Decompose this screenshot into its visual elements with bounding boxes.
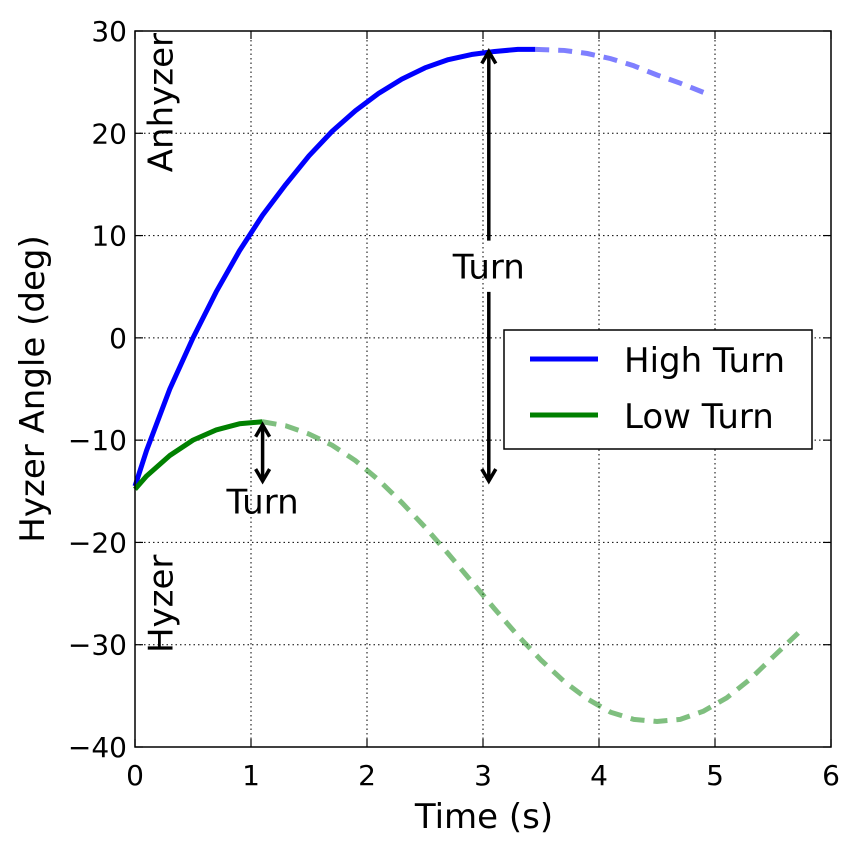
x-tick-label: 2	[358, 759, 376, 792]
y-tick-label: −40	[68, 731, 127, 764]
y-tick-label: 30	[91, 15, 127, 48]
y-tick-label: −20	[68, 526, 127, 559]
annotations: Anhyzer Hyzer Turn Turn	[142, 33, 525, 653]
x-tick-label: 5	[706, 759, 724, 792]
series-low-turn-solid	[133, 419, 263, 491]
series-high-turn-solid	[132, 46, 536, 487]
x-tick-label: 0	[126, 759, 144, 792]
legend-box	[503, 329, 813, 450]
x-tick-label: 1	[242, 759, 260, 792]
x-tick-label: 6	[822, 759, 840, 792]
x-tick-label: 3	[474, 759, 492, 792]
axes: 0 1 2 3 4 5 6 −40 −30 −20 −10 0 10 20 30	[68, 15, 840, 792]
turn-high-arrow-head-up	[480, 47, 498, 65]
y-tick-label: 0	[109, 322, 127, 355]
y-tick-label: −10	[68, 424, 127, 457]
y-tick-label: 20	[91, 117, 127, 150]
series-lines	[132, 46, 804, 724]
grid	[135, 31, 831, 747]
turn-high-arrow-head-down	[480, 468, 498, 485]
y-axis-label: Hyzer Angle (deg)	[13, 235, 53, 542]
legend: High Turn Low Turn	[503, 329, 813, 450]
annotation-turn-low: Turn	[226, 483, 299, 523]
y-tick-label: 10	[91, 220, 127, 253]
series-low-turn-dashed	[262, 419, 804, 724]
turn-low-arrow-head-down	[254, 468, 272, 485]
turn-low-arrow-head-up	[254, 421, 272, 438]
annotation-turn-high: Turn	[452, 247, 525, 287]
annotation-hyzer: Hyzer	[142, 555, 182, 653]
x-axis-label: Time (s)	[414, 797, 553, 837]
y-tick-label: −30	[68, 629, 127, 662]
x-tick-label: 4	[590, 759, 608, 792]
series-high-turn-dashed	[535, 46, 705, 95]
legend-label-low-turn: Low Turn	[624, 397, 774, 437]
legend-label-high-turn: High Turn	[624, 341, 785, 381]
annotation-anhyzer: Anhyzer	[142, 33, 182, 172]
